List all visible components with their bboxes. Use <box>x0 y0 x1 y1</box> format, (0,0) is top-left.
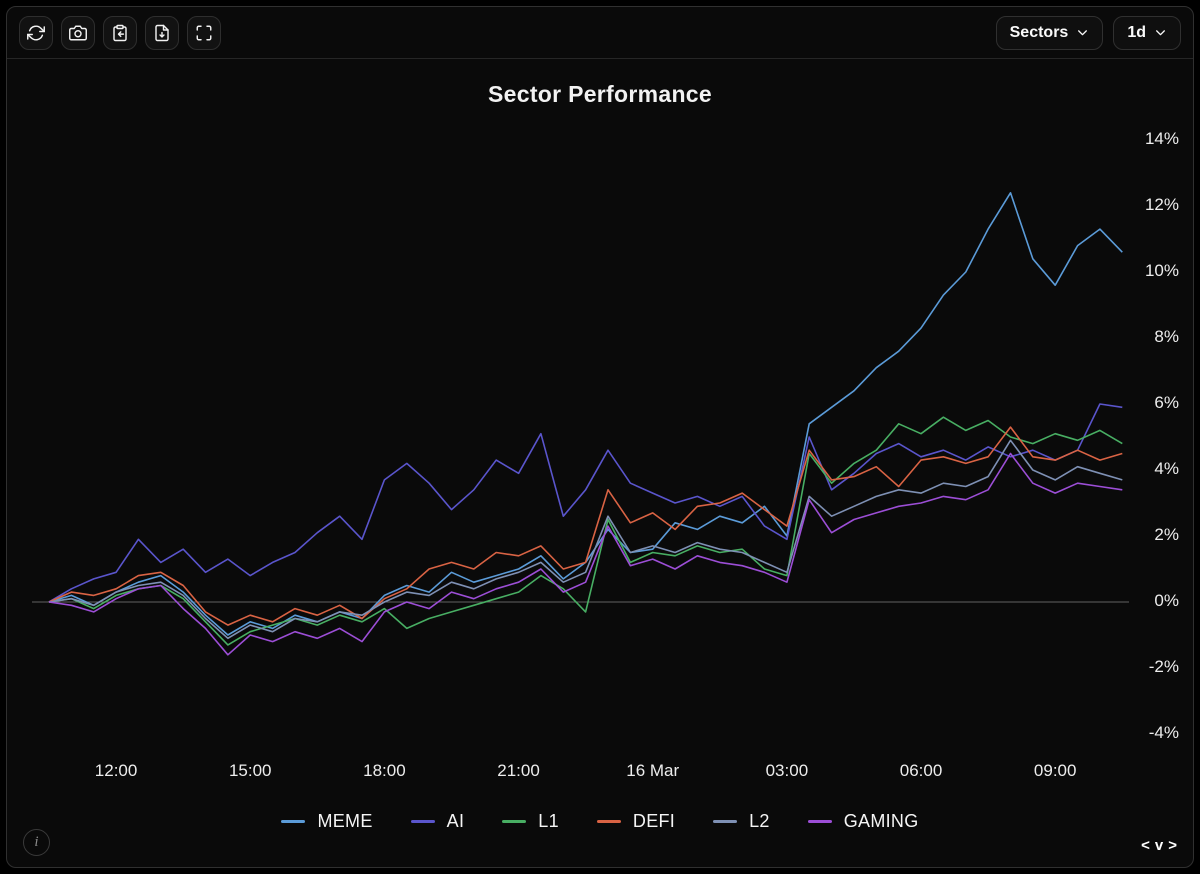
pan-right-icon[interactable]: > <box>1168 837 1177 854</box>
legend-label: AI <box>446 811 465 831</box>
legend-swatch <box>410 820 435 823</box>
scale-reset-icon[interactable]: v <box>1154 837 1164 854</box>
timeframe-dropdown-label: 1d <box>1127 23 1146 41</box>
refresh-icon <box>27 25 45 40</box>
info-glyph: i <box>34 834 39 850</box>
y-axis-label: 12% <box>1144 195 1179 214</box>
toolbar: Sectors 1d <box>7 7 1193 59</box>
screenshot-button[interactable] <box>61 15 95 50</box>
toolbar-dropdowns: Sectors 1d <box>995 15 1181 50</box>
chevron-down-icon <box>1078 30 1088 36</box>
x-axis-label: 21:00 <box>497 761 540 780</box>
x-axis-label: 16 Mar <box>626 761 680 780</box>
x-axis-label: 06:00 <box>899 761 943 780</box>
toolbar-icon-group <box>19 15 221 50</box>
y-axis-label: 6% <box>1154 393 1179 412</box>
refresh-button[interactable] <box>19 15 53 50</box>
y-axis-label: 10% <box>1144 261 1179 280</box>
x-axis-label: 15:00 <box>228 761 272 780</box>
fullscreen-button[interactable] <box>187 15 221 50</box>
legend-item-defi[interactable]: DEFI <box>596 811 676 832</box>
copy-to-clipboard-button[interactable] <box>103 15 137 50</box>
timeframe-dropdown[interactable]: 1d <box>1113 15 1181 50</box>
legend-item-meme[interactable]: MEME <box>281 811 372 832</box>
chevron-down-icon <box>1156 30 1165 36</box>
y-axis-label: 2% <box>1154 525 1179 544</box>
x-axis-label: 18:00 <box>363 761 406 780</box>
series-line-defi <box>48 426 1123 626</box>
series-line-gaming <box>48 452 1123 656</box>
y-axis-label: 8% <box>1154 327 1179 346</box>
chart-legend: MEME AI L1 DEFI L2 GAMING <box>7 811 1193 832</box>
fullscreen-icon <box>196 25 212 40</box>
sectors-dropdown-label: Sectors <box>1009 23 1069 41</box>
y-axis-label: 4% <box>1154 459 1179 478</box>
series-line-l2 <box>48 439 1123 640</box>
legend-swatch <box>713 820 738 823</box>
legend-label: L1 <box>538 811 559 831</box>
clipboard-arrow-icon <box>113 24 127 41</box>
app-frame: Sectors 1d Sector Performance 14% 12% 10% 8… <box>6 6 1194 868</box>
legend-item-ai[interactable]: AI <box>410 811 465 832</box>
legend-item-l2[interactable]: L2 <box>713 811 770 832</box>
legend-swatch <box>596 820 621 823</box>
camera-icon <box>69 25 87 40</box>
chart-title: Sector Performance <box>488 81 712 107</box>
x-axis-label: 09:00 <box>1033 761 1077 780</box>
legend-item-gaming[interactable]: GAMING <box>807 811 919 832</box>
y-axis-label: -2% <box>1148 657 1179 676</box>
series-line-l1 <box>48 416 1123 646</box>
legend-swatch <box>502 820 527 823</box>
chart-nav-controls: < v > <box>1141 837 1177 854</box>
legend-label: L2 <box>749 811 770 831</box>
legend-label: MEME <box>317 811 373 831</box>
legend-label: GAMING <box>843 811 919 831</box>
info-icon[interactable]: i <box>23 829 50 856</box>
y-axis-label: 14% <box>1144 129 1179 148</box>
pan-left-icon[interactable]: < <box>1141 837 1150 854</box>
legend-item-l1[interactable]: L1 <box>502 811 559 832</box>
series-line-meme <box>48 192 1123 636</box>
y-axis-label: 0% <box>1154 591 1179 610</box>
x-axis-label: 12:00 <box>94 761 138 780</box>
sectors-dropdown[interactable]: Sectors <box>995 15 1104 50</box>
legend-swatch <box>807 820 832 823</box>
x-axis-label: 03:00 <box>765 761 809 780</box>
legend-swatch <box>281 820 306 823</box>
file-download-icon <box>155 24 169 41</box>
legend-label: DEFI <box>632 811 676 831</box>
y-axis-label: -4% <box>1148 723 1179 742</box>
series-line-ai <box>48 403 1123 603</box>
chart-panel: Sector Performance 14% 12% 10% 8% 6% 4% 2% 0% -2… <box>7 59 1193 867</box>
chart-canvas[interactable] <box>7 59 1193 867</box>
download-button[interactable] <box>145 15 179 50</box>
